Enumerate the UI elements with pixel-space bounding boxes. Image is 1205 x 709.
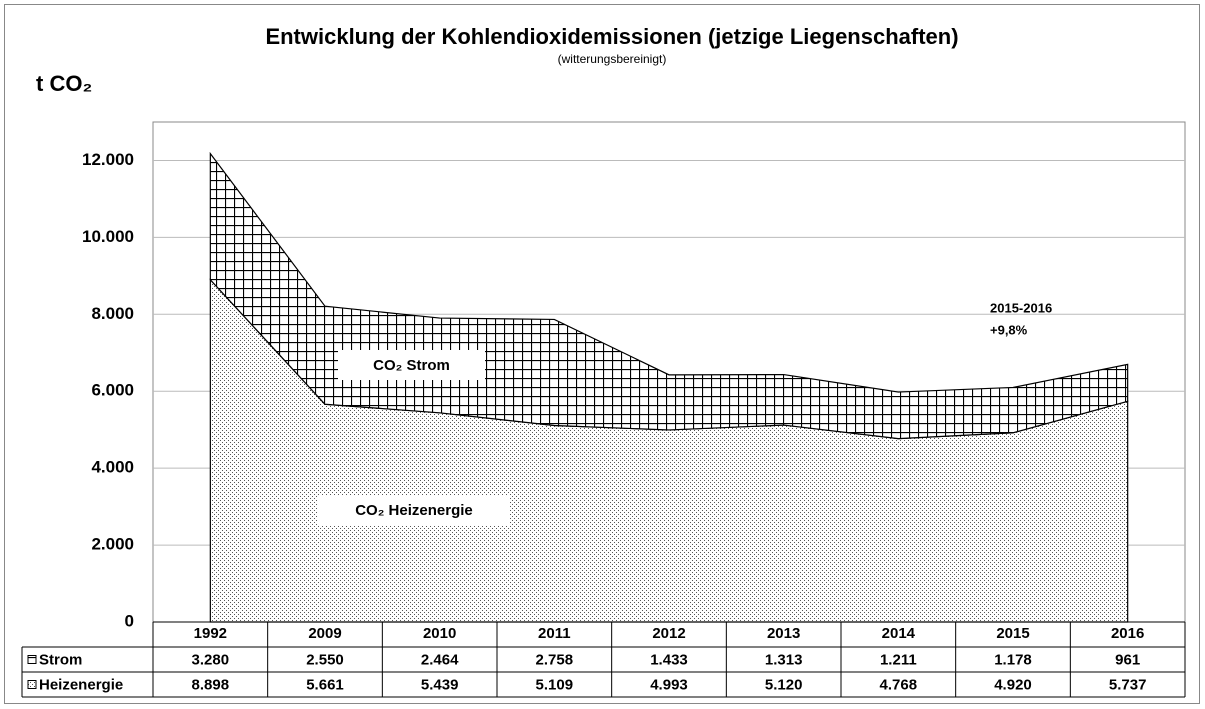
annotation-box [318,495,510,525]
x-tick-label: 1992 [194,625,227,642]
y-tick-label: 2.000 [91,535,134,554]
table-value: 8.898 [192,676,230,693]
y-tick-label: 8.000 [91,304,134,323]
table-value: 3.280 [192,651,230,668]
table-value: 1.433 [650,651,688,668]
table-value: 4.920 [994,676,1032,693]
legend-label: Strom [39,651,82,668]
legend-key [27,680,37,689]
table-value: 5.439 [421,676,459,693]
table-value: 4.768 [880,676,918,693]
annotation: 2015-2016 [990,300,1052,315]
y-tick-label: 12.000 [82,150,134,169]
x-tick-label: 2012 [652,625,685,642]
x-tick-label: 2009 [308,625,341,642]
chart-title: Entwicklung der Kohlendioxidemissionen (… [265,24,958,49]
y-tick-label: 10.000 [82,227,134,246]
legend-key [27,655,37,664]
annotation: CO₂ Strom [373,357,450,374]
frame [4,4,1200,704]
legend-label: Heizenergie [39,676,123,693]
x-tick-label: 2010 [423,625,456,642]
x-tick-label: 2015 [996,625,1029,642]
y-tick-label: 6.000 [91,381,134,400]
table-value: 1.211 [880,651,917,668]
x-tick-label: 2013 [767,625,800,642]
table-value: 1.178 [994,651,1032,668]
y-axis-label: t CO₂ [36,71,92,96]
table-value: 5.737 [1109,676,1147,693]
table-value: 5.109 [536,676,574,693]
x-tick-label: 2016 [1111,625,1144,642]
y-tick-label: 0 [125,611,134,630]
x-tick-label: 2014 [882,625,916,642]
annotation: CO₂ Heizenergie [355,502,473,519]
annotation: +9,8% [990,322,1028,337]
table-value: 4.993 [650,676,688,693]
y-tick-label: 4.000 [91,458,134,477]
table-value: 1.313 [765,651,803,668]
table-value: 2.550 [306,651,344,668]
table-value: 2.464 [421,651,459,668]
table-value: 961 [1115,651,1140,668]
table-value: 5.661 [306,676,344,693]
table-value: 5.120 [765,676,803,693]
x-tick-label: 2011 [538,625,571,642]
chart-subtitle: (witterungsbereinigt) [558,52,667,66]
table-value: 2.758 [536,651,574,668]
annotation-box [338,350,485,380]
